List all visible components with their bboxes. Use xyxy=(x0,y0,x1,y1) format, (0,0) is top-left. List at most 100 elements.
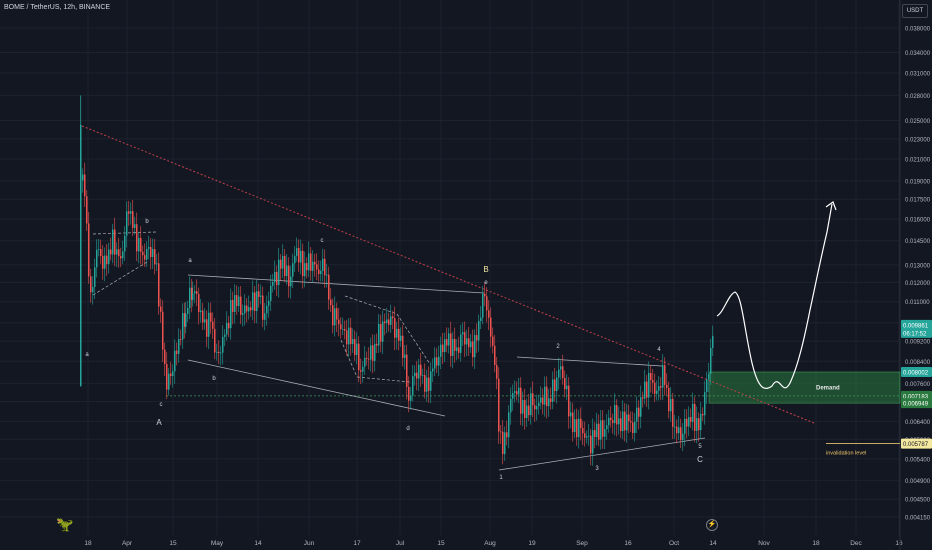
candle-body xyxy=(134,224,136,228)
candle-body xyxy=(198,293,200,313)
candle-body xyxy=(398,328,400,341)
candle-body xyxy=(638,407,640,417)
candle-body xyxy=(562,366,564,378)
candle-body xyxy=(476,335,478,341)
candle-body xyxy=(492,336,494,346)
candle-body xyxy=(320,270,322,275)
candle-body xyxy=(390,316,392,325)
candle-body xyxy=(410,395,412,401)
pattern-line xyxy=(498,437,706,471)
candle-body xyxy=(444,339,446,353)
candle-body xyxy=(504,432,506,455)
y-tick-label: 0.019000 xyxy=(905,180,931,186)
candle-body xyxy=(144,255,146,260)
candle-body xyxy=(652,379,654,383)
candle-body xyxy=(206,319,208,337)
pattern-line xyxy=(187,274,485,294)
candle-body xyxy=(598,423,600,440)
x-tick-label: 16 xyxy=(895,540,903,547)
candle-body xyxy=(298,248,300,263)
candle-body xyxy=(260,295,262,297)
candle-body xyxy=(208,312,210,337)
wave-label: c xyxy=(321,238,324,244)
candle-body xyxy=(516,391,518,395)
candle-body xyxy=(396,328,398,338)
candle-body xyxy=(514,391,516,394)
candle-body xyxy=(590,435,592,454)
candle-body xyxy=(502,431,504,455)
wave-label: A xyxy=(156,418,162,427)
candle-body xyxy=(436,357,438,366)
candle-body xyxy=(666,384,668,389)
y-tick-label: 0.013000 xyxy=(905,263,931,269)
candle-body xyxy=(300,250,302,263)
candle-body xyxy=(584,433,586,438)
y-tick-label: 0.014500 xyxy=(905,239,931,245)
candle-body xyxy=(128,211,130,214)
candle-body xyxy=(448,333,450,346)
x-tick-label: May xyxy=(211,540,224,547)
x-tick-label: Oct xyxy=(669,540,679,547)
candle-body xyxy=(328,274,330,300)
candle-body xyxy=(612,420,614,424)
candle-body xyxy=(344,328,346,331)
candle-body xyxy=(384,321,386,324)
wave-label: c xyxy=(160,402,163,408)
candle-body xyxy=(330,299,332,306)
candle-body xyxy=(636,407,638,422)
candle-body xyxy=(142,251,144,256)
x-tick-label: 19 xyxy=(528,540,536,547)
candle-body xyxy=(480,317,482,321)
candle-body xyxy=(294,255,296,264)
candle-body xyxy=(586,436,588,438)
candle-body xyxy=(560,366,562,370)
wave-label: B xyxy=(483,265,488,274)
candle-body xyxy=(456,347,458,351)
candle-body xyxy=(670,398,672,412)
tradingview-dino-icon[interactable]: 🦖 xyxy=(56,516,74,532)
currency-button[interactable]: USDT xyxy=(902,4,928,18)
candle-body xyxy=(608,417,610,426)
candle-body xyxy=(306,263,308,271)
candle-body xyxy=(542,397,544,405)
candle-body xyxy=(270,285,272,301)
candle-body xyxy=(204,319,206,323)
x-tick-label: 15 xyxy=(169,540,177,547)
candle-body xyxy=(148,247,150,249)
pattern-dashed-line xyxy=(344,295,398,315)
candle-body xyxy=(296,248,298,256)
candle-body xyxy=(292,263,294,277)
candle-body xyxy=(556,377,558,392)
candle-body xyxy=(484,293,486,297)
candle-body xyxy=(290,276,292,287)
wave-label: e xyxy=(484,280,488,286)
price-tag-label: 0.005787 xyxy=(903,442,929,448)
candle-body xyxy=(82,174,84,181)
candle-body xyxy=(234,295,236,312)
candle-body xyxy=(256,291,258,311)
candle-body xyxy=(358,343,360,371)
invalidation-label: invalidation level xyxy=(826,451,866,457)
candle-body xyxy=(346,330,348,345)
demand-zone xyxy=(708,371,901,404)
candle-body xyxy=(702,413,704,416)
candle-body xyxy=(632,422,634,433)
y-tick-label: 0.004900 xyxy=(905,479,931,485)
candle-body xyxy=(574,419,576,433)
wave-label: 3 xyxy=(595,466,599,472)
candle-body xyxy=(532,393,534,406)
candle-body xyxy=(302,250,304,277)
candle-body xyxy=(191,287,193,300)
candle-body xyxy=(676,426,678,434)
candle-body xyxy=(192,293,194,300)
pattern-line xyxy=(187,359,446,417)
candle-body xyxy=(592,430,594,454)
candle-body xyxy=(106,255,108,265)
candle-body xyxy=(580,418,582,428)
lightning-icon[interactable]: ⚡ xyxy=(706,519,718,531)
candle-body xyxy=(262,295,264,320)
wave-label: a xyxy=(85,352,89,358)
candle-body xyxy=(286,265,288,276)
candle-body xyxy=(566,385,568,390)
